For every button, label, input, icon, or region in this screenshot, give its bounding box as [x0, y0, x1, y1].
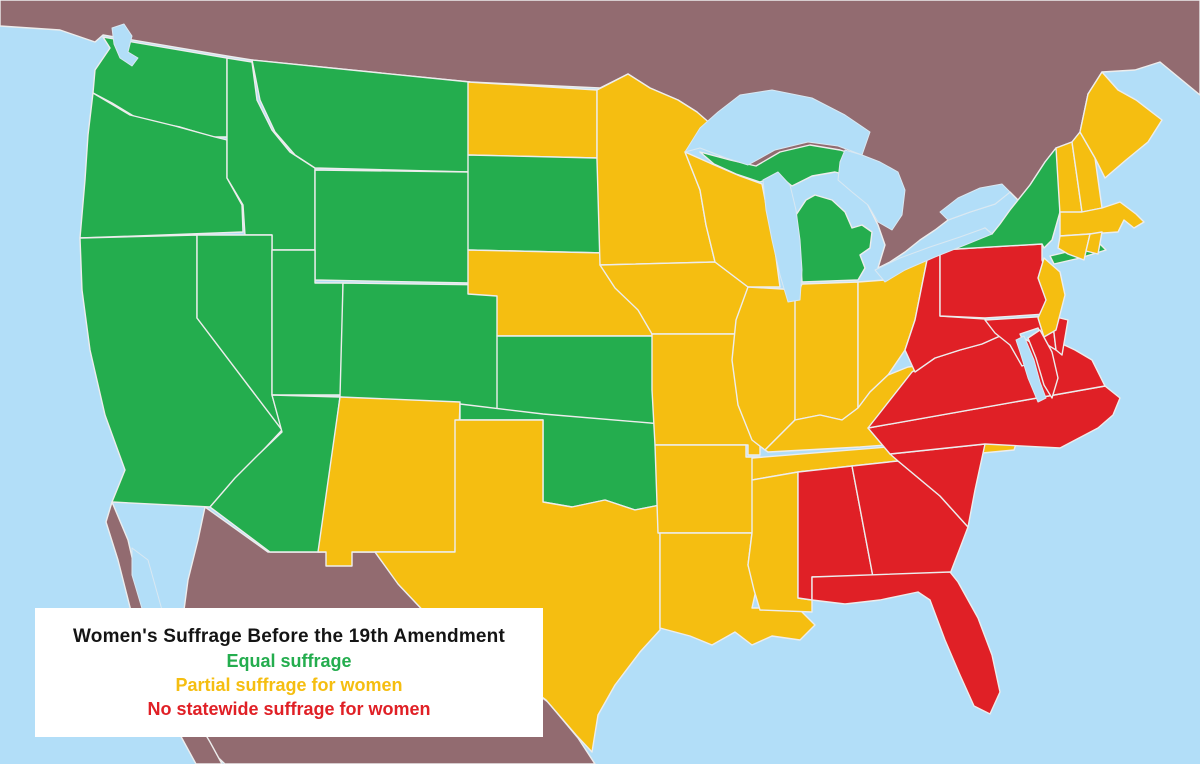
chesapeake-bay	[1015, 335, 1047, 403]
state-texas	[374, 419, 661, 753]
legend-item-equal: Equal suffrage	[226, 650, 352, 671]
virginia-eastern-shore	[1027, 329, 1059, 399]
state-indiana	[794, 281, 859, 421]
state-wyoming	[314, 169, 471, 284]
state-north-dakota	[467, 81, 598, 159]
legend-item-none: No statewide suffrage for women	[147, 698, 431, 719]
state-colorado	[339, 282, 500, 411]
state-new-hampshire	[1071, 131, 1103, 213]
state-south-dakota	[467, 154, 607, 254]
state-connecticut	[1057, 233, 1091, 261]
state-north-carolina	[867, 385, 1121, 455]
state-rhode-island	[1085, 231, 1103, 255]
state-maine	[1079, 71, 1163, 179]
state-florida	[811, 571, 1001, 715]
state-arkansas	[654, 444, 763, 534]
legend-title: Women's Suffrage Before the 19th Amendme…	[72, 625, 506, 647]
lake-ontario	[939, 183, 1011, 221]
lake-huron	[837, 149, 906, 231]
legend-box: Women's Suffrage Before the 19th Amendme…	[35, 608, 543, 737]
lake-superior	[684, 89, 871, 166]
state-new-mexico	[317, 396, 461, 567]
lake-erie	[874, 227, 993, 283]
lake-michigan	[762, 171, 803, 303]
legend-item-partial: Partial suffrage for women	[175, 674, 403, 695]
puget-sound	[111, 23, 139, 67]
